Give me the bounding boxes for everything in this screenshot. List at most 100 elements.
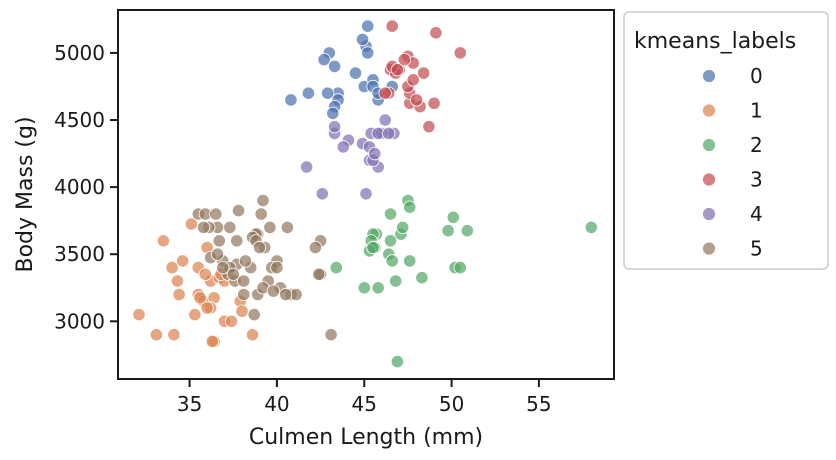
legend-marker-1 xyxy=(702,103,716,118)
data-point-cluster-2 xyxy=(329,260,343,275)
points-layer xyxy=(132,19,598,369)
data-point-cluster-2 xyxy=(441,224,455,238)
x-tick-label: 55 xyxy=(526,392,551,416)
data-point-cluster-1 xyxy=(184,217,198,231)
data-point-cluster-5 xyxy=(252,240,267,255)
data-point-cluster-2 xyxy=(584,220,598,234)
data-point-cluster-3 xyxy=(429,26,443,40)
data-point-cluster-0 xyxy=(317,52,331,67)
data-point-cluster-2 xyxy=(446,210,460,224)
legend-marker-3 xyxy=(702,172,716,187)
data-point-cluster-5 xyxy=(237,274,251,288)
data-point-cluster-0 xyxy=(355,32,370,47)
data-point-cluster-3 xyxy=(378,86,392,100)
plot-frame xyxy=(117,9,615,380)
data-point-cluster-1 xyxy=(176,254,190,268)
data-point-cluster-0 xyxy=(326,106,340,120)
data-point-cluster-3 xyxy=(390,63,404,77)
data-point-cluster-5 xyxy=(226,267,240,281)
data-point-cluster-1 xyxy=(224,314,239,328)
data-point-cluster-1 xyxy=(245,328,260,342)
data-point-cluster-0 xyxy=(361,46,375,60)
data-point-cluster-2 xyxy=(403,200,417,214)
data-point-cluster-2 xyxy=(453,260,467,275)
data-point-cluster-0 xyxy=(284,93,298,107)
legend-label-2: 2 xyxy=(750,133,763,157)
data-point-cluster-5 xyxy=(230,234,244,248)
data-point-cluster-4 xyxy=(368,147,382,161)
data-point-cluster-1 xyxy=(167,328,181,342)
data-point-cluster-3 xyxy=(409,93,424,107)
data-point-cluster-0 xyxy=(301,86,315,100)
data-point-cluster-5 xyxy=(270,260,284,275)
data-point-cluster-2 xyxy=(415,271,429,285)
y-tick-label: 4500 xyxy=(54,108,105,132)
data-point-cluster-1 xyxy=(198,267,212,281)
data-point-cluster-5 xyxy=(237,287,251,302)
data-point-cluster-2 xyxy=(385,254,399,268)
data-point-cluster-5 xyxy=(308,240,322,255)
data-point-cluster-5 xyxy=(312,267,326,281)
data-point-cluster-2 xyxy=(396,220,410,234)
legend-label-1: 1 xyxy=(750,99,763,123)
y-tick-label: 4000 xyxy=(54,175,105,199)
data-point-cluster-0 xyxy=(327,59,342,74)
y-tick-label: 5000 xyxy=(54,41,105,65)
legend-label-3: 3 xyxy=(750,168,763,192)
x-tick-label: 45 xyxy=(352,392,377,416)
data-point-cluster-5 xyxy=(256,193,270,208)
data-point-cluster-2 xyxy=(357,281,371,295)
data-point-cluster-1 xyxy=(193,291,207,305)
legend-marker-2 xyxy=(702,138,716,152)
data-point-cluster-2 xyxy=(383,207,398,221)
legend-items: 0 1 2 3 4 5 xyxy=(702,64,763,261)
data-point-cluster-0 xyxy=(348,66,363,80)
data-point-cluster-4 xyxy=(315,187,329,201)
data-point-cluster-1 xyxy=(235,304,249,318)
data-point-cluster-5 xyxy=(223,220,237,234)
data-point-cluster-3 xyxy=(397,52,411,67)
y-axis-ticks: 3000 3500 4000 4500 5000 xyxy=(54,41,118,333)
legend-title: kmeans_labels xyxy=(634,29,796,54)
data-point-cluster-4 xyxy=(336,140,350,154)
data-point-cluster-2 xyxy=(366,240,380,255)
data-point-cluster-2 xyxy=(371,281,385,295)
data-point-cluster-5 xyxy=(216,260,230,275)
data-point-cluster-3 xyxy=(385,19,399,33)
data-point-cluster-0 xyxy=(361,19,375,33)
data-point-cluster-1 xyxy=(200,301,214,315)
data-point-cluster-1 xyxy=(188,307,202,322)
legend-marker-5 xyxy=(702,241,716,256)
data-point-cluster-3 xyxy=(427,96,441,110)
x-tick-label: 35 xyxy=(177,392,202,416)
x-tick-label: 40 xyxy=(264,392,289,416)
y-tick-label: 3000 xyxy=(54,309,105,333)
y-tick-label: 3500 xyxy=(54,242,105,266)
data-point-cluster-4 xyxy=(299,160,314,174)
data-point-cluster-5 xyxy=(266,284,280,298)
data-point-cluster-4 xyxy=(359,187,373,201)
data-point-cluster-3 xyxy=(406,73,420,87)
data-point-cluster-2 xyxy=(403,254,417,268)
x-axis-label: Culmen Length (mm) xyxy=(249,425,483,450)
legend-label-5: 5 xyxy=(750,237,763,261)
data-point-cluster-5 xyxy=(210,247,225,261)
data-point-cluster-3 xyxy=(416,66,431,80)
data-point-cluster-1 xyxy=(156,234,170,248)
legend-marker-0 xyxy=(702,69,716,83)
data-point-cluster-2 xyxy=(383,234,398,248)
data-point-cluster-5 xyxy=(238,254,253,268)
x-tick-label: 50 xyxy=(439,392,464,416)
legend-marker-4 xyxy=(702,207,716,221)
data-point-cluster-1 xyxy=(132,307,146,322)
data-point-cluster-5 xyxy=(280,220,294,234)
data-point-cluster-1 xyxy=(149,328,163,342)
legend-label-4: 4 xyxy=(750,202,763,226)
data-point-cluster-1 xyxy=(165,260,179,275)
data-point-cluster-5 xyxy=(263,220,277,234)
data-point-cluster-4 xyxy=(378,113,392,127)
data-point-cluster-4 xyxy=(327,120,342,134)
data-point-cluster-2 xyxy=(390,354,404,369)
data-point-cluster-5 xyxy=(247,307,261,322)
